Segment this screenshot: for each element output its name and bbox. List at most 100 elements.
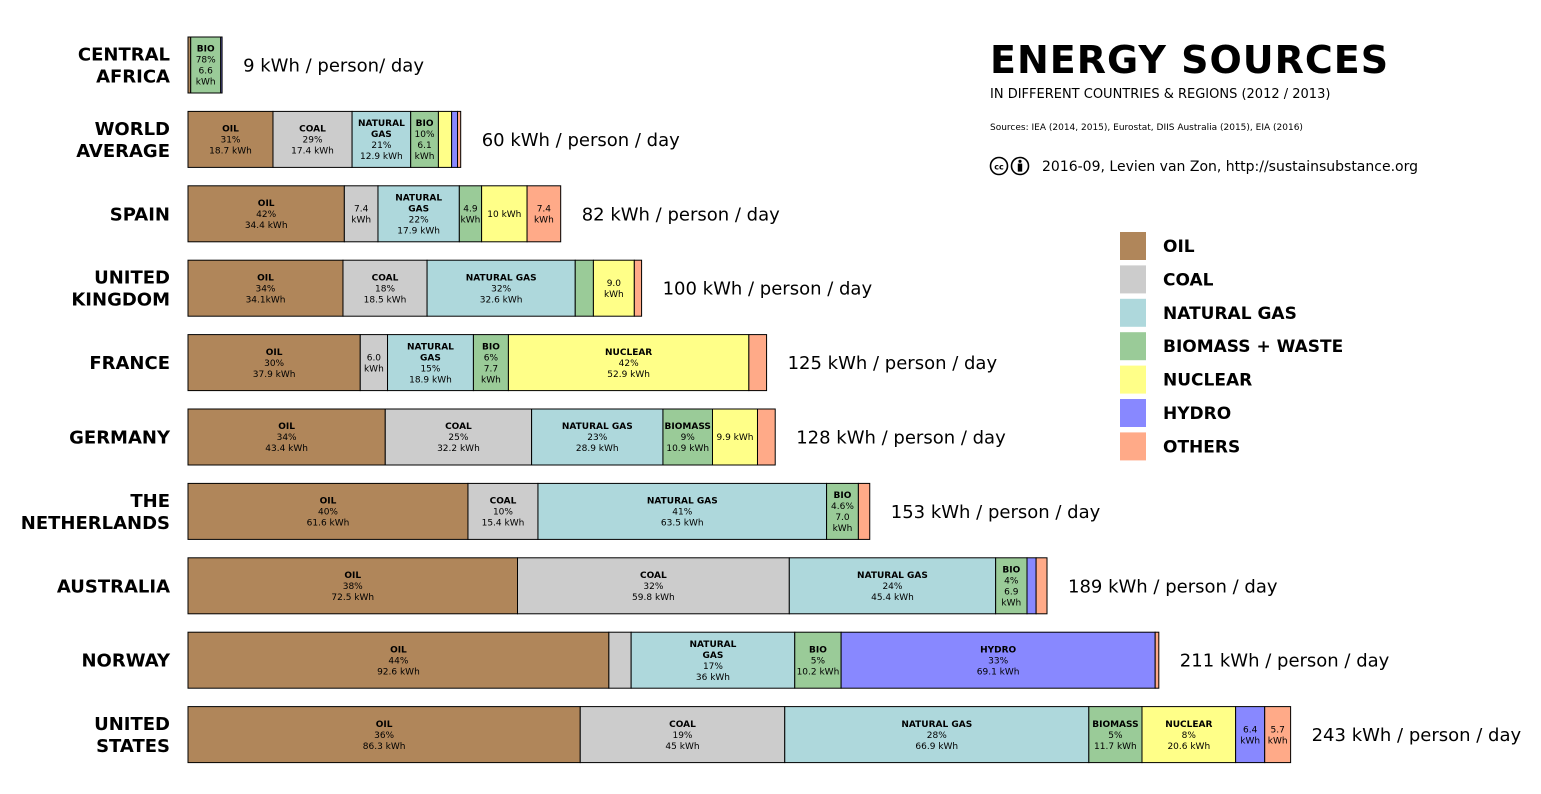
legend-label-gas: NATURAL GAS <box>1163 304 1297 324</box>
bar-segment-bio <box>472 334 509 392</box>
segment-label: 44% <box>388 656 408 666</box>
bar-segment-oil <box>187 482 469 540</box>
segment-label: 43.4 kWh <box>265 444 308 454</box>
legend-swatch-other <box>1120 432 1146 461</box>
legend-swatch-gas <box>1120 298 1146 327</box>
segment-label: 10 kWh <box>487 210 521 220</box>
total-label: 189 kWh / person / day <box>1068 576 1278 597</box>
segment-label: HYDRO <box>980 645 1016 655</box>
segment-label: 40% <box>318 508 338 518</box>
bar-segment-other <box>457 110 462 168</box>
segment-label: 33% <box>988 656 1008 666</box>
segment-label: 7.7 <box>484 364 498 374</box>
bar-segment-coal <box>579 706 786 764</box>
segment-label: 18% <box>375 284 395 294</box>
segment-label: 42% <box>619 359 639 369</box>
segment-label: 9% <box>681 433 696 443</box>
bar-segment-bio <box>1088 706 1143 764</box>
region-label: AFRICA <box>96 67 170 88</box>
segment-label: 45.4 kWh <box>871 593 914 603</box>
segment-label: NATURAL GAS <box>901 720 972 730</box>
legend-swatch-bio <box>1120 332 1146 361</box>
svg-text:cc: cc <box>994 163 1004 172</box>
segment-label: BIOMASS <box>1092 720 1138 730</box>
segment-label: GAS <box>371 130 392 140</box>
segment-label: 66.9 kWh <box>915 742 958 752</box>
segment-label: NATURAL <box>407 342 454 352</box>
segment-label: 4.9 <box>463 205 478 215</box>
segment-label: 17.4 kWh <box>291 147 334 157</box>
segment-label: BIO <box>197 45 215 55</box>
bar-segment-bio <box>410 110 439 168</box>
bar-segment-other <box>1154 631 1160 689</box>
bar-segment-hydro <box>220 36 223 94</box>
segment-label: 15% <box>420 364 440 374</box>
segment-label: BIOMASS <box>665 422 711 432</box>
legend: OIL COAL NATURAL GAS BIOMASS + WASTE NUCLEAR… <box>1120 232 1343 461</box>
region-label: NETHERLANDS <box>21 513 170 534</box>
segment-label: 6% <box>484 353 499 363</box>
segment-label: OIL <box>344 571 361 581</box>
bar-segment-gas <box>630 631 796 689</box>
legend-label-coal: COAL <box>1163 270 1214 290</box>
bar-segment-hydro <box>840 631 1156 689</box>
segment-label: kWh <box>196 78 216 88</box>
segment-label: BIO <box>482 342 500 352</box>
segment-label: 5.7 <box>1270 725 1284 735</box>
segment-label: COAL <box>372 273 399 283</box>
segment-label: 7.4 <box>354 205 369 215</box>
segment-label: GAS <box>703 651 724 661</box>
segment-label: OIL <box>320 497 337 507</box>
bar-segment-hydro <box>1026 557 1037 615</box>
segment-label: 6.6 <box>199 67 214 77</box>
segment-label: 6.4 <box>1243 725 1258 735</box>
segment-label: kWh <box>461 216 481 226</box>
segment-label: 6.1 <box>417 141 431 151</box>
bar-segment-nuclear <box>507 334 750 392</box>
bar-segment-oil <box>187 557 519 615</box>
total-label: 153 kWh / person / day <box>891 502 1101 523</box>
segment-label: 36 kWh <box>696 673 730 683</box>
segment-label: 34% <box>255 284 275 294</box>
region-label: AUSTRALIA <box>57 576 170 597</box>
segment-label: 63.5 kWh <box>661 519 704 529</box>
bar-segment-oil <box>187 631 610 689</box>
segment-label: 18.5 kWh <box>364 295 407 305</box>
segment-label: 23% <box>587 433 607 443</box>
segment-label: 28% <box>927 731 947 741</box>
segment-label: kWh <box>481 375 501 385</box>
region-label: UNITED <box>94 268 170 289</box>
legend-label-oil: OIL <box>1163 237 1195 257</box>
bar-segment-nuclear <box>481 185 528 243</box>
region-label: SPAIN <box>110 204 170 225</box>
bar-segment-other <box>1035 557 1048 615</box>
segment-label: BIO <box>834 491 852 501</box>
region-label: WORLD <box>95 119 170 140</box>
segment-label: 7.4 <box>537 205 552 215</box>
bar-segment-gas <box>531 408 664 466</box>
segment-label: 28.9 kWh <box>576 444 619 454</box>
region-label: GERMANY <box>69 428 171 449</box>
segment-label: BIO <box>1002 566 1020 576</box>
total-label: 9 kWh / person/ day <box>243 56 424 77</box>
segment-label: 29% <box>303 136 323 146</box>
segment-label: 6.9 <box>1004 588 1019 598</box>
segment-label: kWh <box>534 216 554 226</box>
bar-segment-bio <box>794 631 842 689</box>
segment-label: 52.9 kWh <box>607 370 650 380</box>
segment-label: 20.6 kWh <box>1167 742 1210 752</box>
segment-label: 9.9 kWh <box>716 433 753 443</box>
chart-title: ENERGY SOURCES <box>990 38 1389 82</box>
segment-label: COAL <box>640 571 667 581</box>
total-label: 128 kWh / person / day <box>796 428 1006 449</box>
segment-label: OIL <box>258 199 275 209</box>
legend-label-hydro: HYDRO <box>1163 404 1231 424</box>
segment-label: 6.0 <box>367 353 382 363</box>
segment-label: 31% <box>220 136 240 146</box>
